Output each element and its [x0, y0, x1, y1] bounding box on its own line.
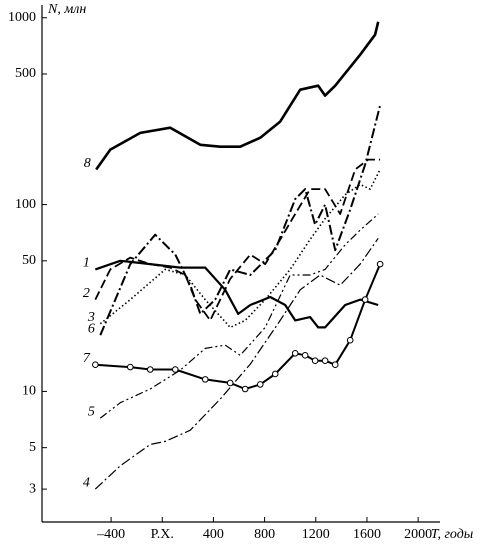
- point: [241, 385, 249, 393]
- series-line: [95, 21, 380, 171]
- series-label: 4: [83, 475, 90, 490]
- x-tick-label: 800: [254, 527, 275, 542]
- point: [126, 363, 134, 371]
- series-line: [99, 105, 382, 336]
- x-tick-label: –400: [96, 527, 125, 542]
- point: [311, 357, 319, 365]
- point: [92, 361, 99, 368]
- x-axis-title: T, годы: [431, 527, 474, 542]
- series-label: 8: [84, 156, 91, 171]
- series-line: [95, 263, 382, 390]
- point: [291, 349, 299, 357]
- x-tick-label: 1600: [353, 527, 381, 542]
- y-tick-label: 50: [22, 253, 36, 268]
- point: [146, 366, 154, 373]
- series-line: [99, 213, 379, 419]
- series-line: [94, 237, 379, 490]
- point: [172, 366, 179, 373]
- x-tick-label: 1200: [302, 527, 330, 542]
- y-axis-title: N, млн: [47, 2, 86, 17]
- point: [301, 352, 309, 359]
- y-tick-label: 3: [29, 481, 36, 496]
- y-tick-label: 500: [15, 66, 36, 81]
- y-tick-label: 100: [15, 197, 36, 212]
- point: [346, 336, 354, 344]
- series-line: [94, 158, 381, 322]
- point: [271, 370, 279, 378]
- y-tick-label: 5: [29, 440, 36, 455]
- y-tick-label: 1000: [8, 10, 36, 25]
- x-tick-label: 400: [203, 527, 224, 542]
- series-line: [99, 169, 381, 329]
- x-tick-label: Р.Х.: [151, 527, 174, 542]
- series-line: [94, 259, 379, 329]
- point: [361, 296, 369, 303]
- series-label: 2: [83, 286, 90, 301]
- series-label: 3: [87, 310, 95, 325]
- point: [376, 260, 384, 268]
- series-label: 1: [83, 256, 90, 271]
- point: [321, 357, 329, 365]
- point: [256, 381, 264, 388]
- point: [201, 376, 209, 383]
- point: [226, 379, 234, 387]
- y-tick-label: 10: [22, 384, 36, 399]
- x-tick-label: 2000: [404, 527, 432, 542]
- series-label: 5: [88, 404, 95, 419]
- series-label: 7: [83, 351, 91, 366]
- point: [331, 361, 339, 368]
- series-label: 6: [88, 321, 95, 336]
